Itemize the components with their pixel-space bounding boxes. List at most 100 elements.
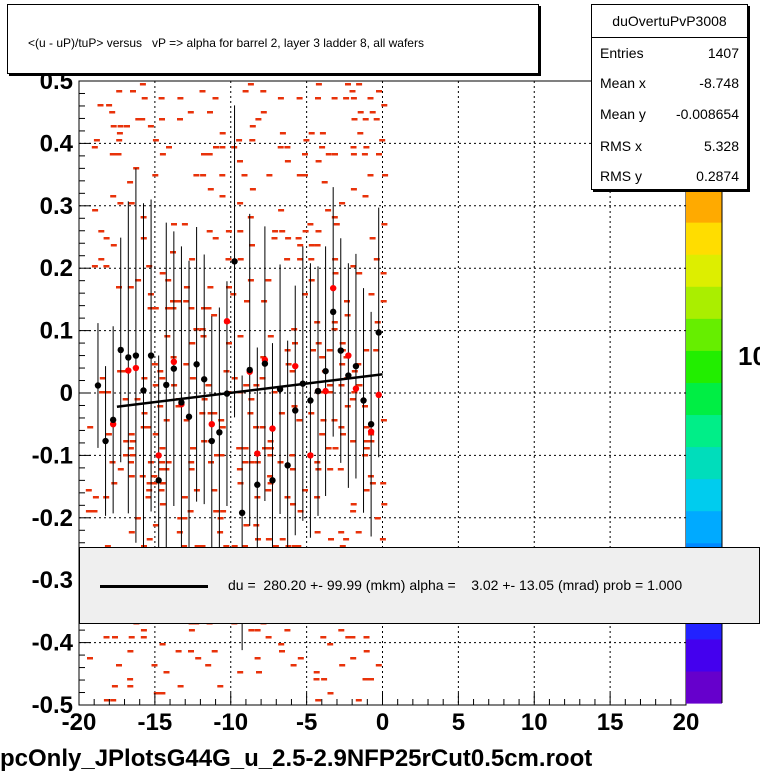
hist-cell [363,426,370,429]
hist-cell [237,202,244,205]
hist-cell [247,216,254,219]
hist-cell [376,90,382,93]
hist-cell [157,370,164,373]
hist-cell [141,412,148,415]
hist-cell [99,377,106,380]
hist-cell [105,391,112,394]
profile-point-black [322,367,329,375]
hist-cell [205,384,212,387]
hist-cell [211,412,218,415]
hist-cell [189,258,196,261]
hist-cell [158,97,165,100]
hist-cell [165,461,172,464]
hist-cell [116,664,122,667]
hist-cell [290,664,297,667]
file-name-label: pcOnly_JPlotsG44G_u_2.5-2.9NFP25rCut0.5c… [0,745,593,772]
profile-point-black [193,361,200,368]
hist-cell [92,496,99,499]
hist-cell [363,636,370,639]
hist-cell [128,475,135,478]
hist-cell [133,167,140,170]
hist-cell [140,636,147,639]
hist-cell [379,538,386,541]
z-palette-cell [686,414,722,448]
hist-cell [116,286,122,289]
hist-cell [345,636,352,639]
profile-point-red [322,387,329,395]
hist-cell [117,125,124,128]
hist-cell [129,440,136,443]
stat-label: Mean y [600,106,646,122]
hist-cell [237,482,244,485]
profile-point-red [132,364,140,372]
hist-cell [339,363,346,366]
hist-cell [349,398,356,401]
hist-cell [97,104,104,107]
hist-cell [166,146,172,149]
hist-cell [147,125,154,128]
hist-cell [374,321,381,324]
hist-cell [165,307,171,310]
hist-cell [315,97,321,100]
hist-cell [255,538,261,541]
hist-cell [200,174,207,177]
hist-cell [188,468,195,471]
hist-cell [151,475,158,478]
hist-cell [236,447,243,450]
hist-cell [115,153,122,156]
profile-point-red [375,391,382,399]
hist-cell [314,461,321,464]
hist-cell [127,650,134,653]
hist-cell [332,153,338,156]
hist-cell [331,419,338,422]
hist-cell [302,489,308,492]
hist-cell [350,440,357,443]
hist-cell [237,160,243,163]
hist-cell [159,377,166,380]
hist-cell [338,531,345,534]
hist-cell [98,258,105,261]
profile-point-black [200,376,208,383]
profile-point-red [367,428,375,435]
hist-cell [134,517,141,520]
hist-cell [296,97,303,100]
hist-cell [307,223,314,226]
hist-cell [159,503,166,506]
profile-point-red [307,452,314,459]
fit-legend-line [100,585,208,588]
hist-cell [332,258,339,261]
hist-cell [141,545,147,548]
hist-cell [331,328,338,331]
profile-point-black [314,387,322,395]
hist-cell [187,510,194,513]
hist-cell [380,419,387,422]
hist-cell [267,447,274,450]
hist-cell [152,307,159,310]
profile-point-black [367,421,375,428]
hist-cell [339,342,346,345]
hist-cell [333,223,340,226]
hist-cell [109,153,116,156]
hist-cell [355,531,362,534]
z-palette-cell [686,286,722,319]
hist-cell [223,545,230,548]
hist-cell [379,139,386,142]
hist-cell [363,349,370,352]
profile-point-red [352,385,360,392]
hist-cell [339,664,346,667]
hist-cell [195,657,202,660]
hist-cell [159,468,165,471]
hist-cell [380,272,387,275]
hist-cell [87,426,94,429]
hist-cell [249,125,256,128]
hist-cell [297,258,304,261]
hist-cell [308,244,315,247]
stat-label: RMS x [600,138,642,154]
profile-point-black [140,387,147,394]
hist-cell [135,279,142,282]
hist-cell [159,461,165,464]
profile-point-red [208,421,215,428]
hist-cell [135,118,142,121]
hist-cell [211,489,218,492]
hist-cell [111,482,118,485]
